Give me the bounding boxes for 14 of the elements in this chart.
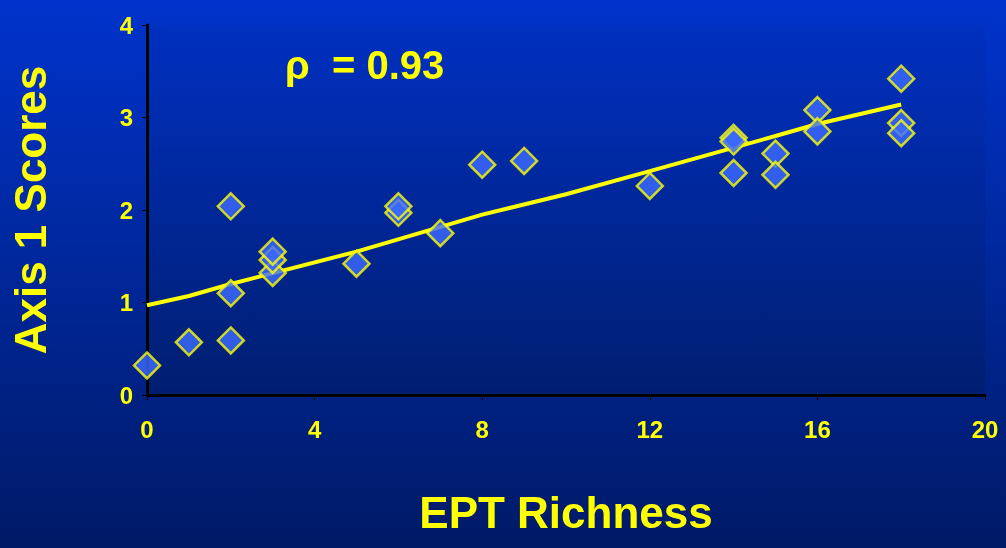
y-tick-label: 3: [119, 104, 133, 131]
y-tick-label: 0: [119, 381, 133, 409]
annotation: ρ = 0.93: [285, 43, 445, 87]
x-tick-label: 20: [971, 415, 999, 443]
x-tick-label: 4: [307, 415, 322, 443]
x-axis-title: EPT Richness: [419, 487, 713, 537]
y-tick-label: 2: [119, 196, 133, 224]
x-tick-label: 8: [475, 415, 489, 443]
x-tick-label: 0: [140, 415, 154, 443]
y-tick-label: 1: [119, 289, 133, 316]
x-tick-label: 12: [636, 415, 664, 443]
y-tick-label: 4: [119, 11, 134, 39]
y-axis-title: Axis 1 Scores: [5, 65, 55, 355]
x-tick-label: 16: [804, 415, 831, 443]
